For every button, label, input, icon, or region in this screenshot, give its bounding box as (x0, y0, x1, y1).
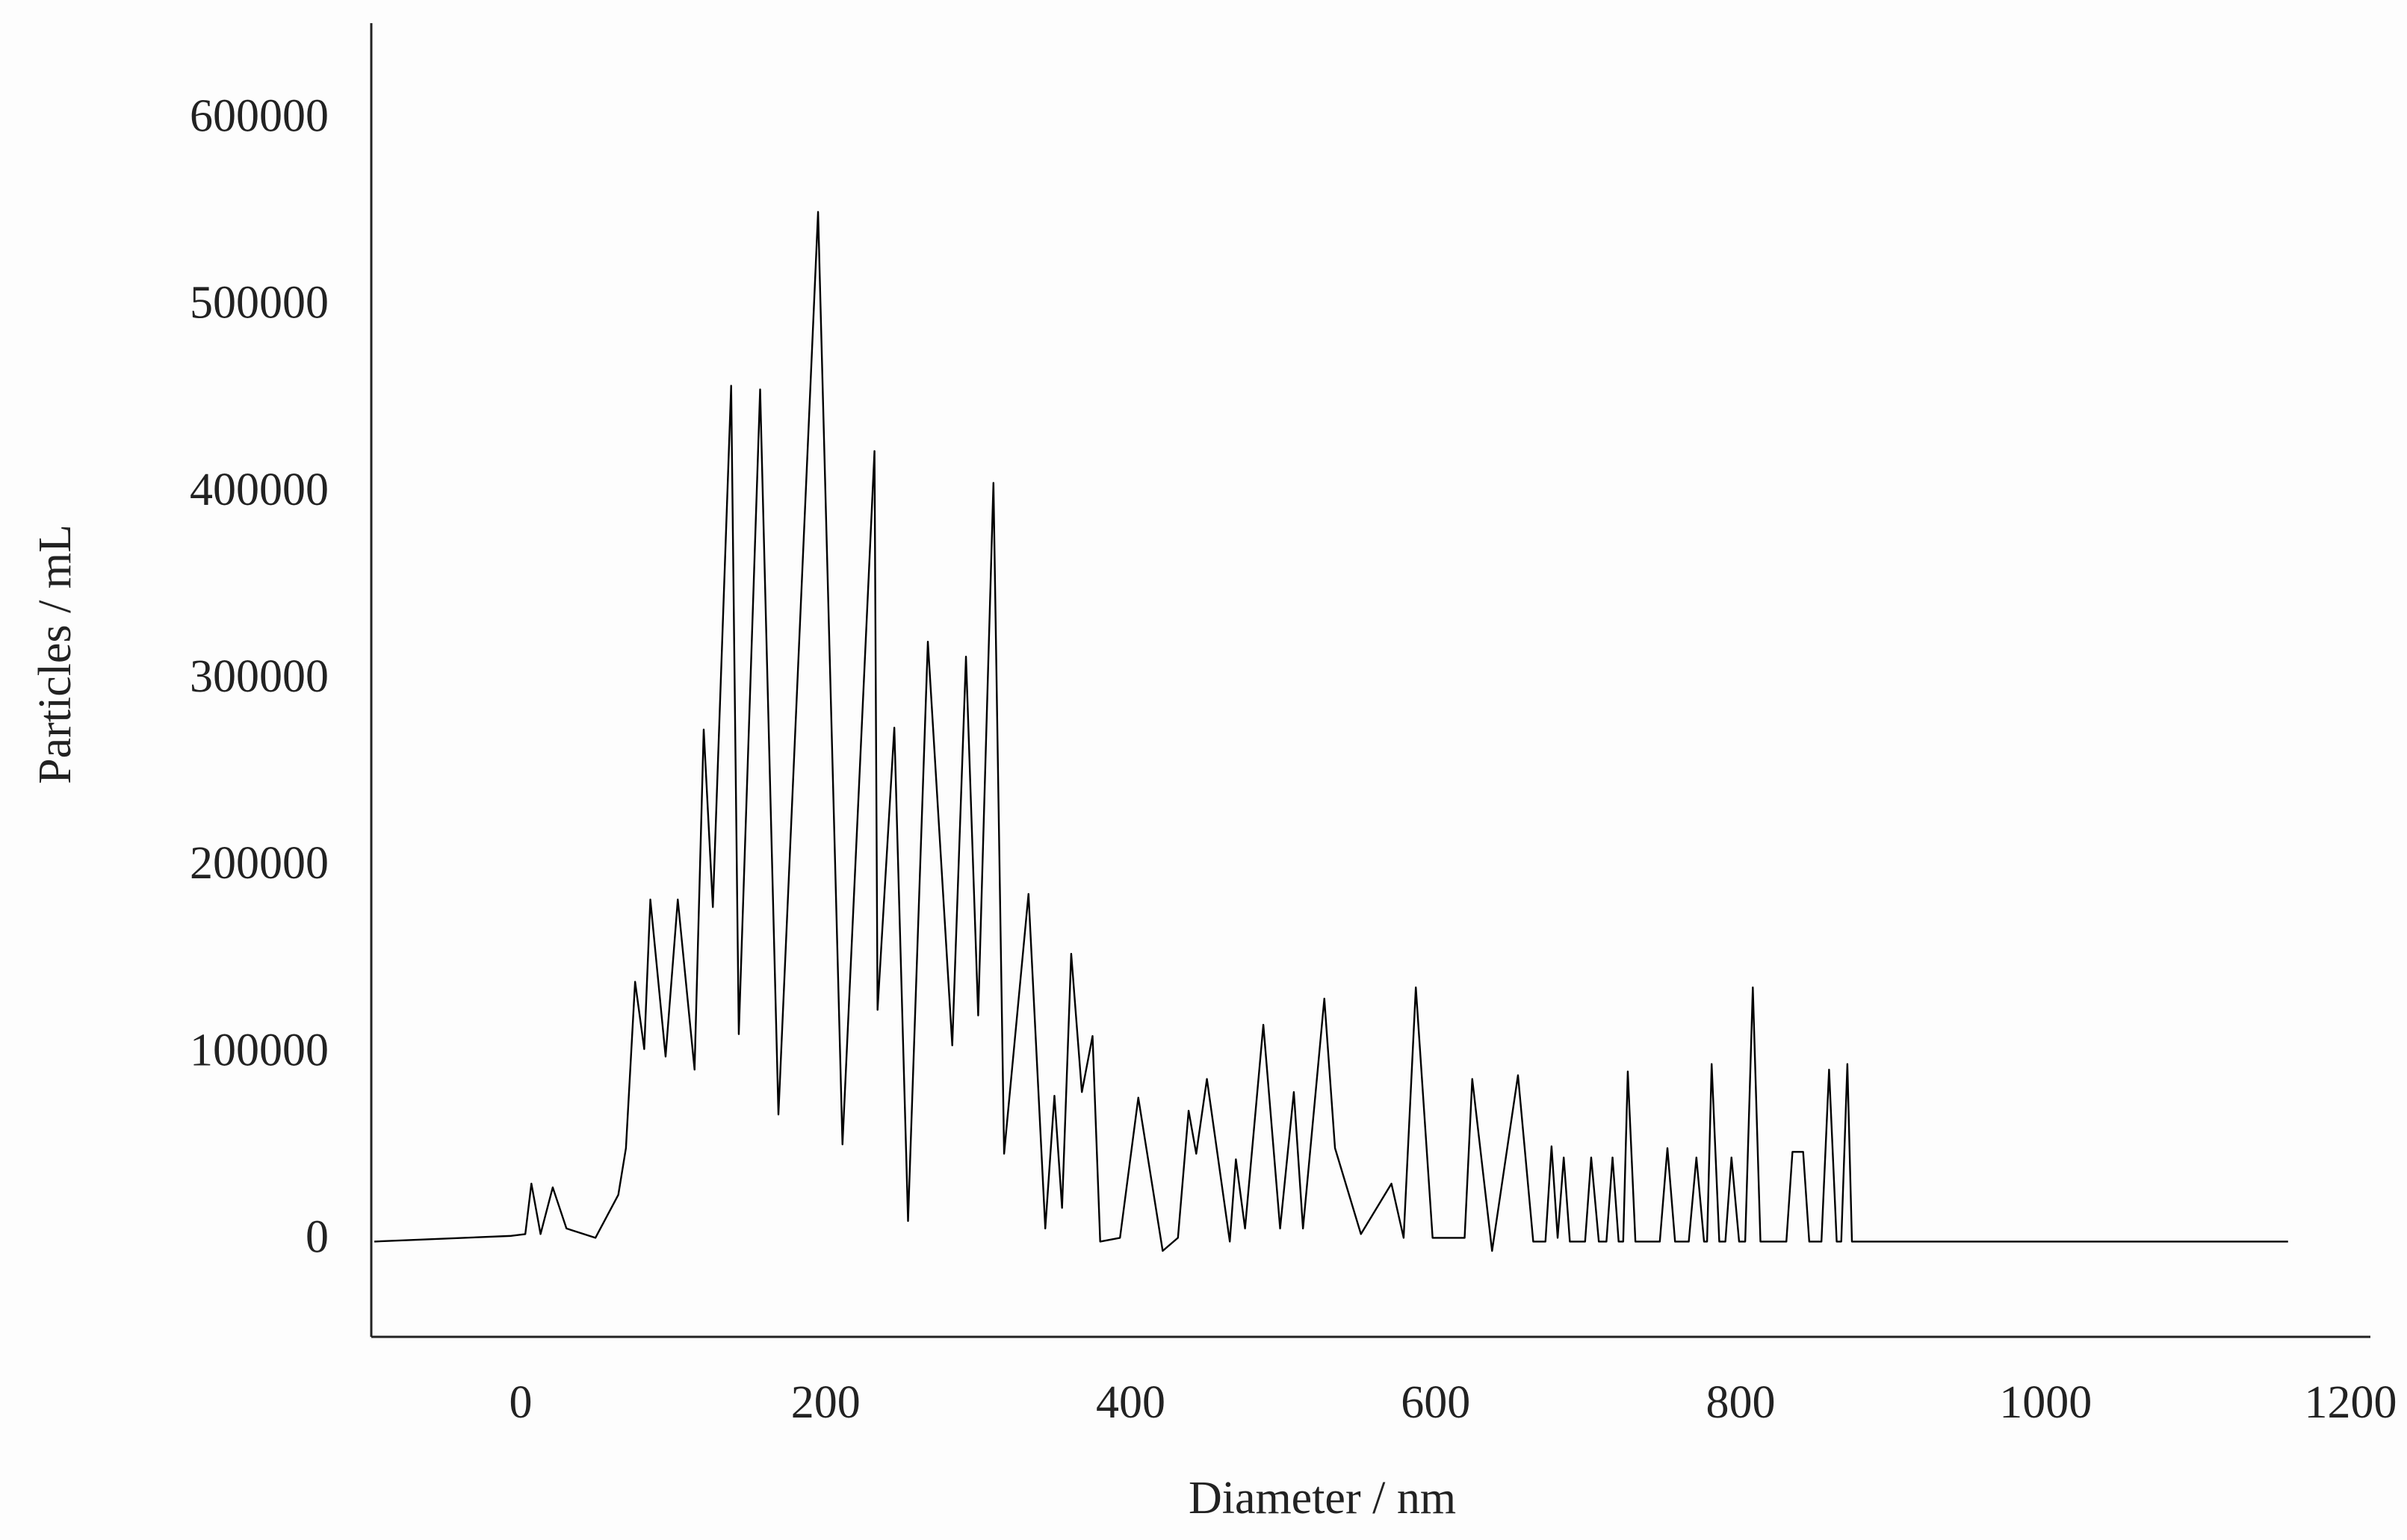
x-tick-label: 800 (1706, 1377, 1775, 1428)
x-tick-label: 1000 (1999, 1377, 2092, 1428)
x-tick-label: 1200 (2304, 1377, 2397, 1428)
y-tick-label: 200000 (190, 838, 329, 889)
y-tick-label: 500000 (190, 278, 329, 329)
x-axis-label: Diameter / nm (1189, 1473, 1456, 1524)
y-tick-label: 100000 (190, 1025, 329, 1075)
x-tick-label: 600 (1401, 1377, 1470, 1428)
y-tick-label: 600000 (190, 90, 329, 141)
x-tick-label: 200 (791, 1377, 861, 1428)
y-tick-label: 400000 (190, 465, 329, 515)
y-tick-label: 0 (306, 1212, 329, 1263)
data-line (374, 211, 2288, 1252)
x-tick-label: 400 (1096, 1377, 1165, 1428)
x-tick-label: 0 (509, 1377, 533, 1428)
y-axis-label: Particles / mL (30, 524, 81, 784)
y-tick-label: 300000 (190, 651, 329, 702)
